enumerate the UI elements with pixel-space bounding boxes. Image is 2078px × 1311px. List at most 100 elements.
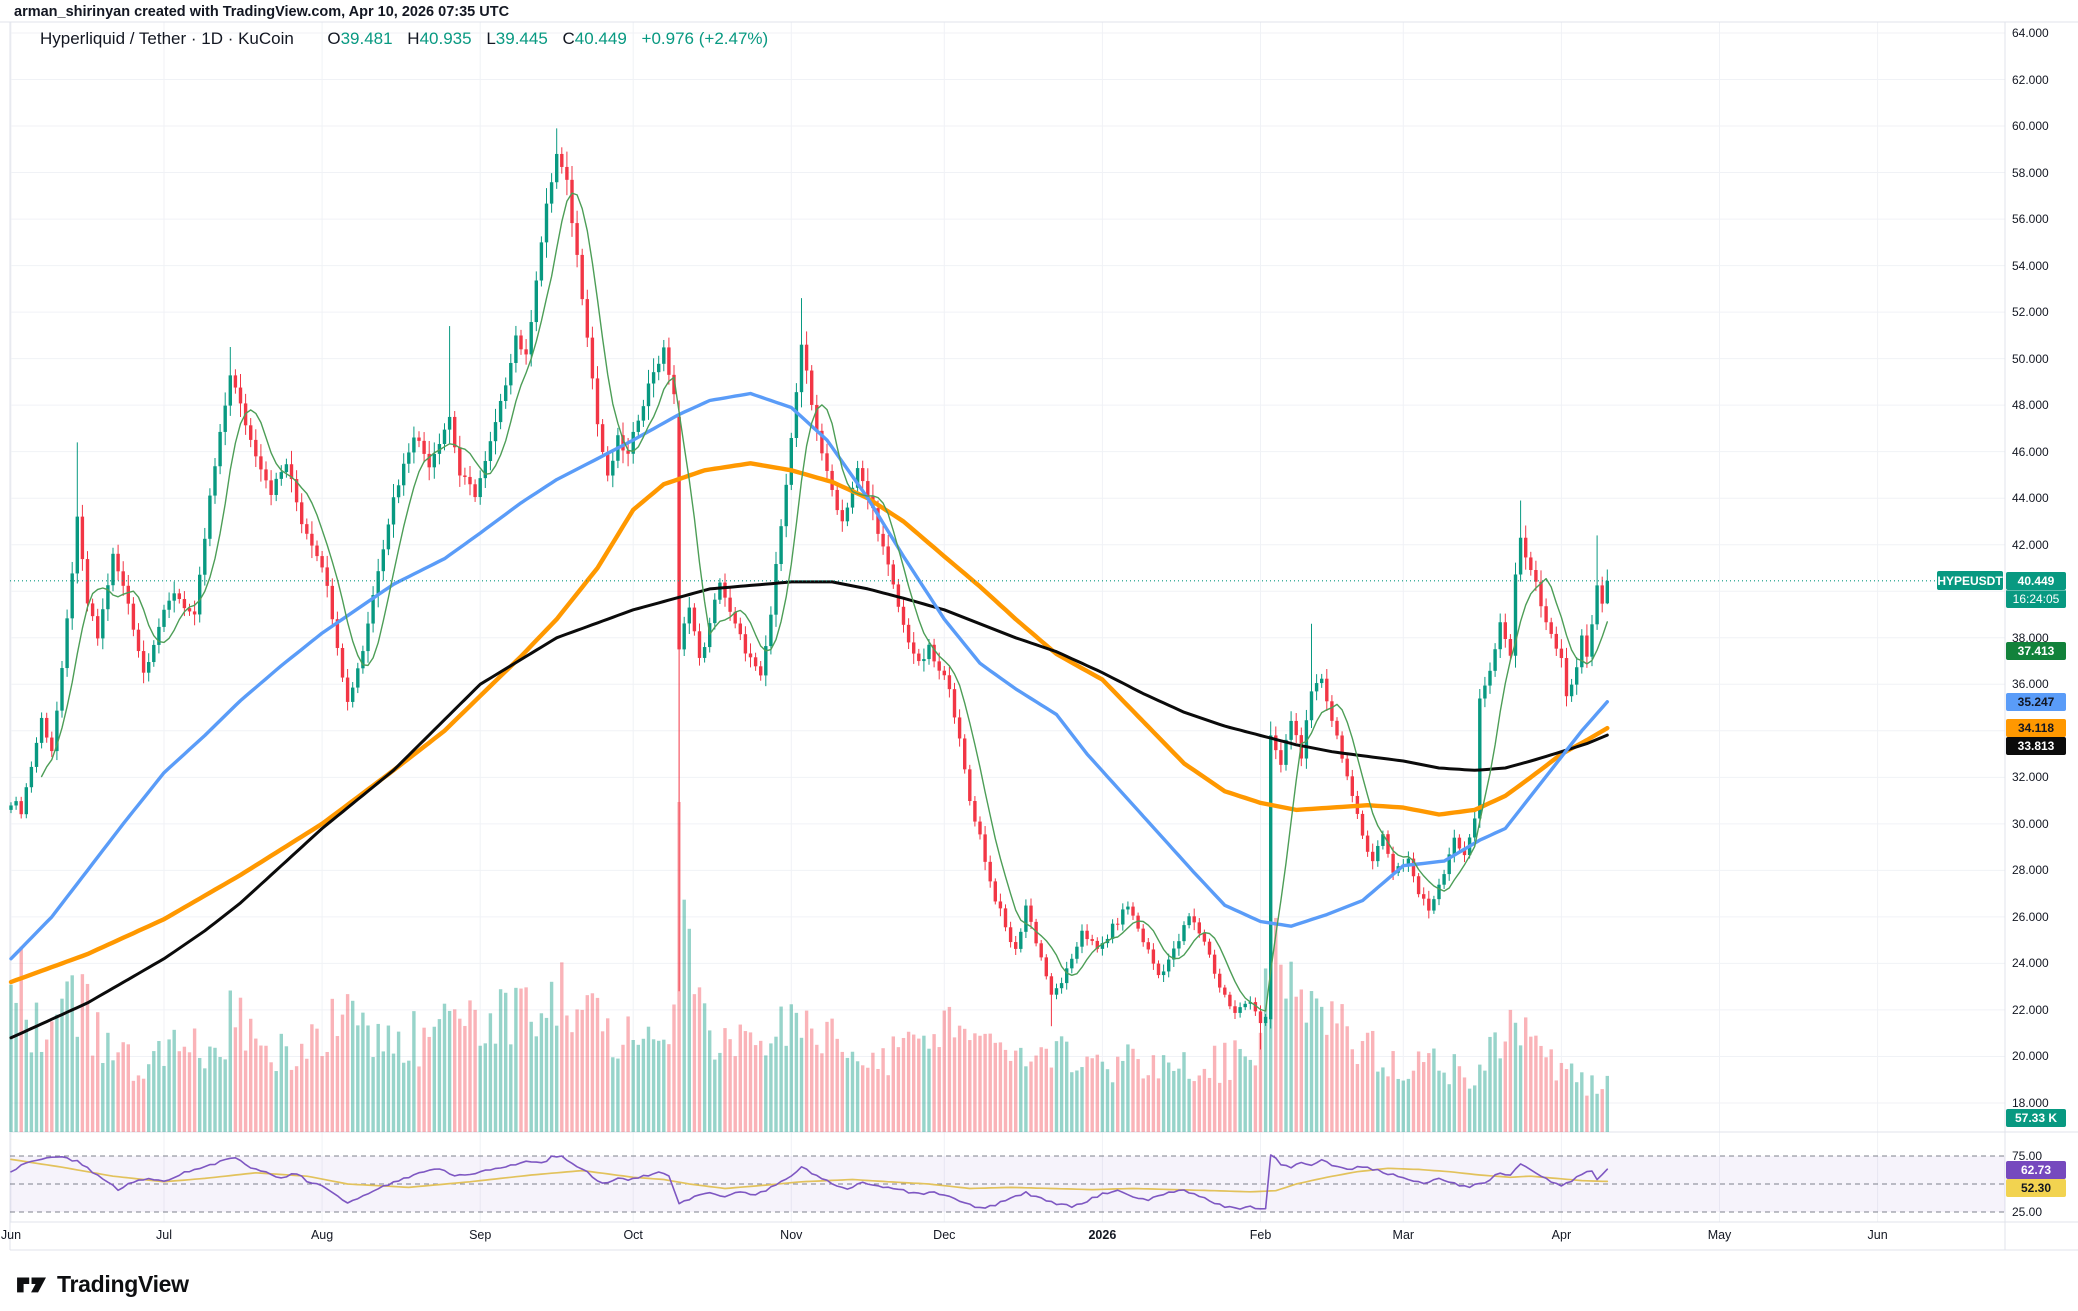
volume-bar [1462,1077,1467,1132]
volume-bar [1177,1068,1181,1132]
candle-body [723,582,727,598]
price-tick: 26.000 [2012,909,2049,924]
volume-bar [162,1065,166,1132]
month-label-sep: Sep [469,1228,492,1242]
volume-bar [657,1040,661,1132]
candle-body [330,585,334,620]
candle-body [1386,834,1390,854]
candle-body [366,623,370,652]
candle-body [1131,906,1135,916]
volume-bar [1534,1035,1538,1132]
candle-body [356,668,360,688]
candle-body [279,472,283,479]
volume-bar [371,1057,375,1132]
candle-body [1529,557,1533,571]
volume-bar [422,1027,426,1132]
candle-body [1564,658,1569,697]
candle-body [1478,698,1482,819]
volume-bar [1605,1075,1609,1132]
volume-bar [1003,1049,1008,1132]
rsi-ma-value-badge: 52.30 [2006,1178,2066,1197]
volume-bar [810,1028,814,1132]
volume-bar [524,987,528,1132]
ma200-value-badge: 33.813 [2006,737,2066,756]
candle-body [753,657,758,667]
volume-bar [463,1025,467,1132]
candle-body [1442,874,1446,885]
month-label-feb: Feb [1249,1228,1272,1242]
volume-bar [335,1036,340,1132]
candle-body [539,242,544,281]
candle-body [447,416,452,430]
candle-body [1049,976,1054,995]
candle-body [402,463,406,486]
volume-bar [473,1009,477,1132]
candle-body [1059,983,1064,989]
volume-bar [101,1063,105,1132]
volume-bar [432,1026,436,1132]
candle-body [386,524,391,550]
volume-bar [549,981,554,1132]
price-tick: 38.000 [2012,630,2049,645]
candle-body [1223,987,1227,995]
volume-bar [269,1062,273,1132]
volume-bar [1258,1032,1263,1132]
candle-body [774,564,778,615]
volume-bar [243,1050,248,1132]
candle-body [748,653,753,658]
volume-bar [233,1027,238,1132]
volume-bar [769,1043,773,1132]
candle-body [1070,958,1074,969]
volume-bar [794,1012,799,1132]
volume-bar [1345,1026,1349,1132]
volume-bar [1263,968,1268,1132]
candle-body [1065,968,1069,984]
volume-bar [34,1002,39,1132]
candle-body [1595,585,1599,625]
candle-body [973,801,977,822]
price-tick: 30.000 [2012,816,2049,831]
volume-bar [789,1004,793,1132]
candle-body [555,153,559,183]
volume-bar [1167,1062,1171,1132]
candle-body [509,362,513,386]
ma100-value-badge: 34.118 [2006,719,2066,738]
volume-bar [978,1035,982,1132]
candle-body [942,670,946,676]
sma-50-blue-line [9,391,1610,961]
volume-bar [493,1043,498,1132]
candle-body [432,453,436,468]
volume-bar [498,989,503,1132]
volume-bar [386,1025,391,1132]
volume-bar [1008,1060,1013,1132]
candle-body [575,223,579,255]
volume-bar [478,1045,482,1132]
volume-bar [881,1048,885,1132]
candle-body [1330,701,1334,721]
open-label: O [327,29,341,48]
volume-bar [1411,1070,1416,1132]
candle-body [249,425,253,440]
candle-body [810,370,814,405]
candle-body [167,600,171,610]
price-tick: 20.000 [2012,1049,2049,1064]
volume-bar [1299,989,1303,1132]
volume-bar [55,1014,59,1132]
volume-bar [713,1059,717,1132]
candle-body [468,476,472,485]
volume-bar [932,1034,936,1132]
candle-body [702,647,707,658]
volume-bar [213,1047,217,1132]
candle-body [1177,941,1181,949]
candle-body [718,582,722,600]
candle-body [1503,622,1507,640]
candle-body [657,363,661,373]
candle-body [779,526,783,565]
volume-bar [182,1046,187,1132]
candle-body [198,574,202,615]
volume-bar [1182,1052,1186,1132]
candle-body [1263,1016,1268,1024]
volume-bar [1488,1036,1492,1132]
candle-body [458,447,462,476]
candle-body [1605,580,1609,604]
